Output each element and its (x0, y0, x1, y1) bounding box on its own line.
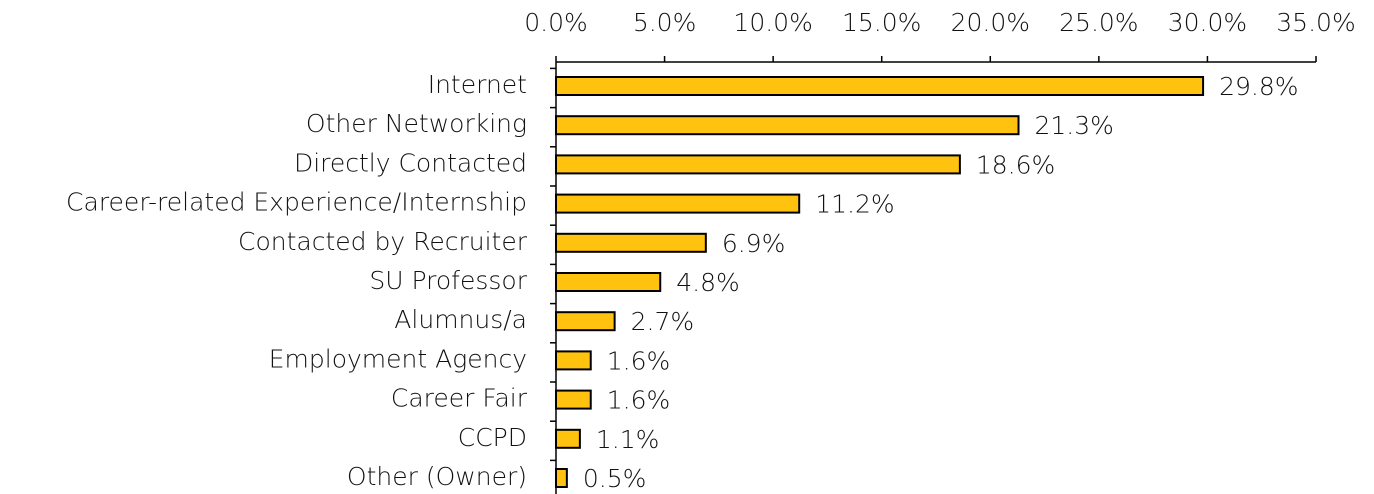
y-tick-label: SU Professor (369, 266, 527, 295)
y-tick-label: Employment Agency (269, 344, 527, 373)
y-tick-label: Career Fair (391, 384, 528, 413)
y-tick-label: CCPD (458, 423, 527, 452)
bar (555, 389, 592, 410)
x-tick-label: 20.0% (951, 8, 1030, 37)
bar (555, 468, 568, 488)
x-tick-label: 25.0% (1059, 8, 1138, 37)
y-tick-label: Other (Owner) (347, 462, 527, 491)
bar (555, 232, 707, 253)
bar (555, 350, 592, 371)
bar (555, 154, 961, 175)
data-label: 4.8% (676, 268, 740, 297)
bar (555, 76, 1205, 96)
data-label: 21.3% (1035, 111, 1114, 140)
x-tick-label: 35.0% (1276, 8, 1355, 37)
y-tick-label: Alumnus/a (394, 305, 527, 334)
bar (555, 115, 1020, 136)
x-tick-label: 30.0% (1168, 8, 1247, 37)
bar (555, 193, 801, 214)
y-tick-label: Internet (428, 70, 527, 99)
data-label: 2.7% (631, 307, 695, 336)
data-label: 11.2% (815, 190, 894, 219)
y-tick-label: Directly Contacted (294, 148, 527, 177)
x-tick-label: 0.0% (524, 8, 588, 37)
x-tick-label: 10.0% (733, 8, 812, 37)
data-label: 18.6% (976, 150, 1055, 179)
bar (555, 272, 662, 292)
data-label: 1.6% (607, 346, 671, 375)
data-label: 1.6% (607, 386, 671, 415)
data-label: 29.8% (1219, 72, 1298, 101)
y-tick-label: Career-related Experience/Internship (66, 188, 527, 217)
y-tick-label: Contacted by Recruiter (238, 227, 528, 256)
y-tick-label: Other Networking (306, 109, 527, 138)
data-label: 0.5% (583, 464, 647, 493)
x-tick-label: 15.0% (842, 8, 921, 37)
bar (555, 428, 581, 449)
bar (555, 311, 616, 332)
data-label: 6.9% (722, 229, 786, 258)
x-tick-label: 5.0% (633, 8, 697, 37)
data-label: 1.1% (596, 425, 660, 454)
